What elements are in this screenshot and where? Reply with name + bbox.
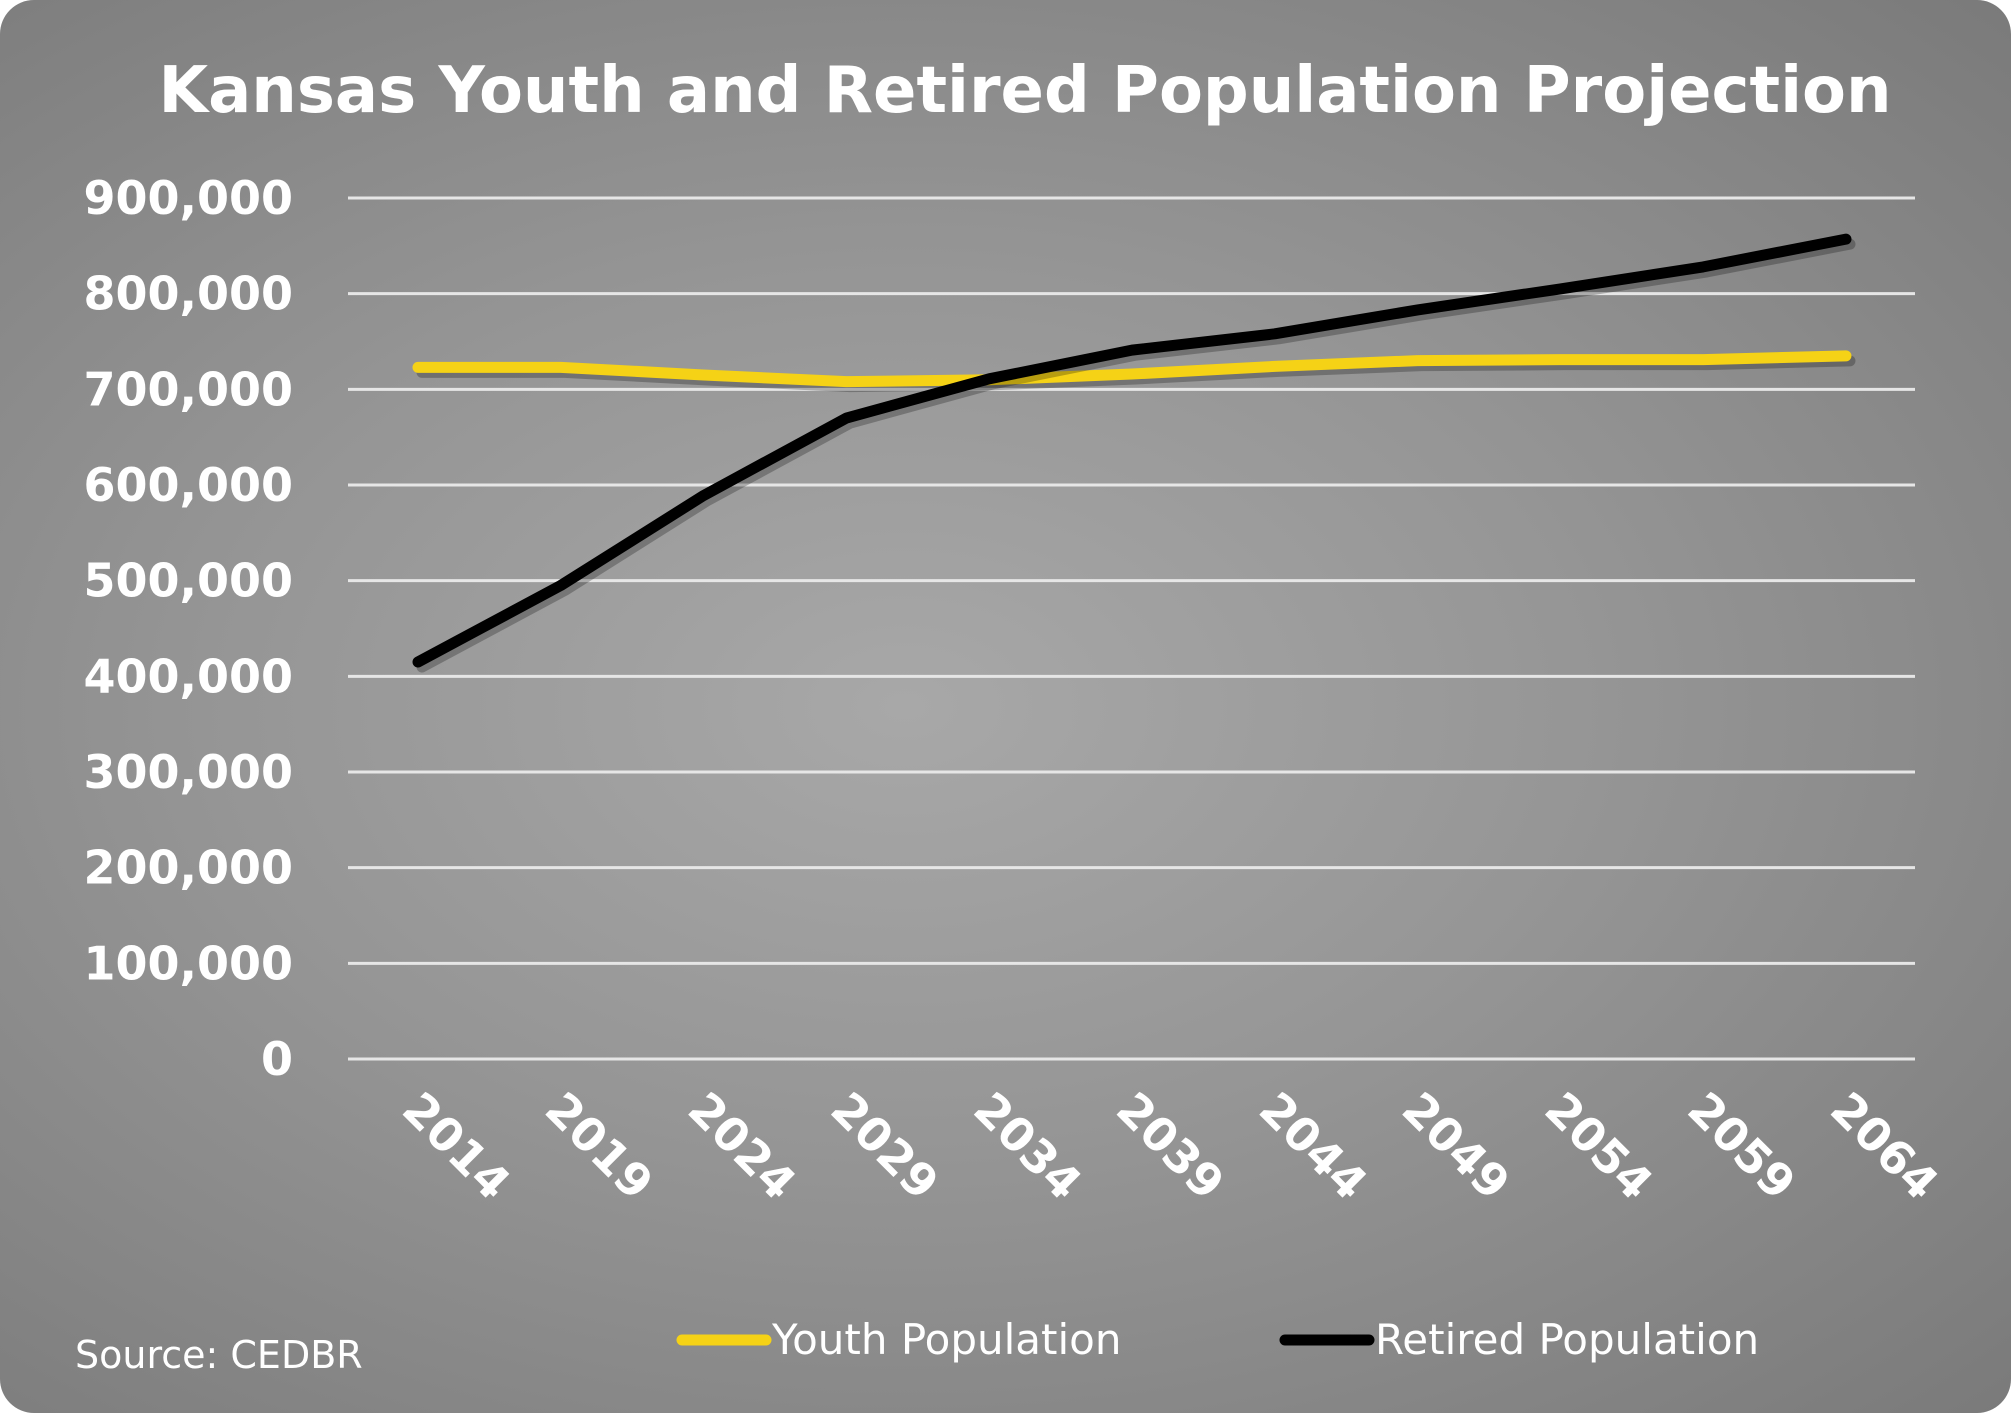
x-tick-label: 2029 [821, 1082, 950, 1211]
y-tick-label: 700,000 [83, 362, 293, 416]
y-tick-label: 400,000 [83, 649, 293, 703]
legend-label: Youth Population [771, 1315, 1122, 1364]
y-tick-label: 100,000 [83, 936, 293, 990]
series-line-retired-population [412, 233, 1852, 668]
x-tick-label: 2044 [1249, 1082, 1378, 1211]
y-tick-label: 0 [261, 1032, 293, 1086]
chart-title: Kansas Youth and Retired Population Proj… [158, 54, 1891, 128]
y-tick-label: 200,000 [83, 841, 293, 895]
x-tick-label: 2024 [678, 1082, 807, 1211]
y-tick-label: 800,000 [83, 267, 293, 321]
y-tick-label: 900,000 [83, 171, 293, 225]
x-tick-label: 2059 [1677, 1082, 1806, 1211]
legend-label: Retired Population [1375, 1315, 1759, 1364]
x-tick-label: 2014 [392, 1082, 521, 1211]
x-tick-label: 2049 [1392, 1082, 1521, 1211]
x-tick-label: 2064 [1820, 1082, 1949, 1211]
series-shadow [416, 238, 1856, 673]
x-tick-label: 2034 [963, 1082, 1092, 1211]
x-tick-label: 2039 [1106, 1082, 1235, 1211]
x-tick-label: 2019 [535, 1082, 664, 1211]
y-tick-label: 500,000 [83, 554, 293, 608]
source-note: Source: CEDBR [75, 1333, 363, 1377]
y-tick-label: 300,000 [83, 745, 293, 799]
x-tick-label: 2054 [1535, 1082, 1664, 1211]
y-tick-label: 600,000 [83, 458, 293, 512]
